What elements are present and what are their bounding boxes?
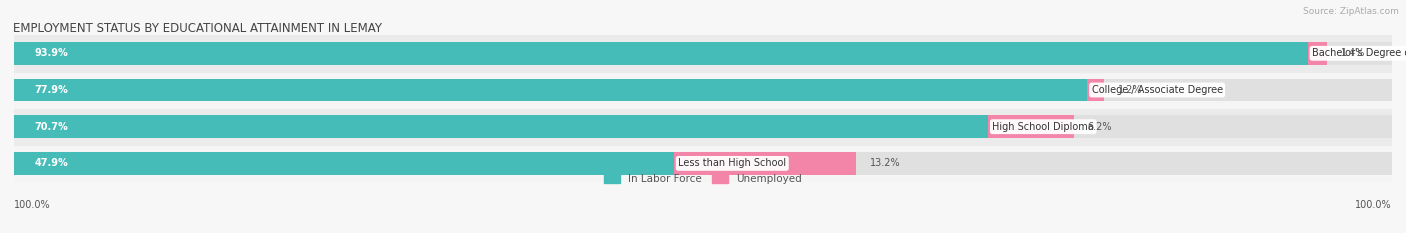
Text: Less than High School: Less than High School xyxy=(678,158,786,168)
Bar xyxy=(14,79,1392,101)
Text: 100.0%: 100.0% xyxy=(14,200,51,210)
Bar xyxy=(14,35,1392,72)
Text: 93.9%: 93.9% xyxy=(35,48,69,58)
Text: 77.9%: 77.9% xyxy=(35,85,69,95)
Text: 1.4%: 1.4% xyxy=(1341,48,1365,58)
Text: 1.2%: 1.2% xyxy=(1118,85,1142,95)
Text: 100.0%: 100.0% xyxy=(1355,200,1392,210)
Bar xyxy=(673,152,856,175)
Bar xyxy=(988,115,1074,138)
Bar xyxy=(1087,79,1104,101)
Text: 13.2%: 13.2% xyxy=(870,158,900,168)
Bar xyxy=(14,152,1392,175)
Bar xyxy=(14,42,1392,65)
Text: Bachelor's Degree or higher: Bachelor's Degree or higher xyxy=(1312,48,1406,58)
Bar xyxy=(14,108,1392,145)
Bar xyxy=(14,145,1392,182)
Text: High School Diploma: High School Diploma xyxy=(993,122,1094,132)
Bar xyxy=(14,115,988,138)
Legend: In Labor Force, Unemployed: In Labor Force, Unemployed xyxy=(600,170,806,188)
Text: College / Associate Degree: College / Associate Degree xyxy=(1091,85,1223,95)
Text: EMPLOYMENT STATUS BY EDUCATIONAL ATTAINMENT IN LEMAY: EMPLOYMENT STATUS BY EDUCATIONAL ATTAINM… xyxy=(13,22,381,35)
Text: 6.2%: 6.2% xyxy=(1087,122,1112,132)
Text: 70.7%: 70.7% xyxy=(35,122,69,132)
Bar xyxy=(14,72,1392,108)
Bar xyxy=(14,152,673,175)
Bar xyxy=(14,115,1392,138)
Text: 47.9%: 47.9% xyxy=(35,158,69,168)
Bar xyxy=(1308,42,1327,65)
Bar xyxy=(14,42,1308,65)
Text: Source: ZipAtlas.com: Source: ZipAtlas.com xyxy=(1303,7,1399,16)
Bar xyxy=(14,79,1087,101)
